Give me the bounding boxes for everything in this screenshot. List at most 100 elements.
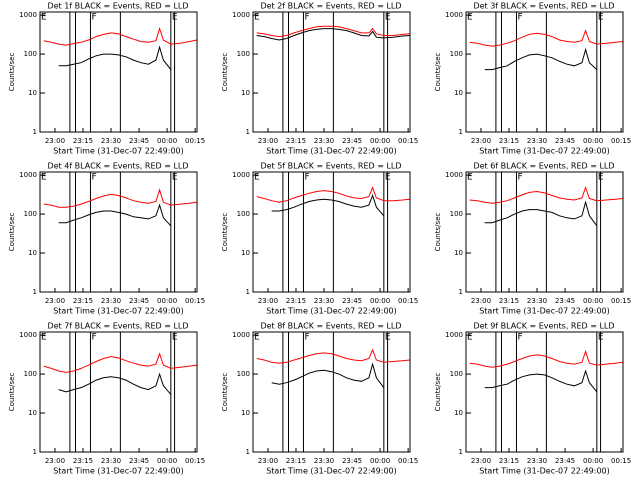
event-label: E: [254, 333, 260, 343]
x-tick-label: 00:15: [185, 457, 205, 465]
event-label: F: [517, 333, 522, 343]
x-tick-label: 23:15: [286, 297, 306, 305]
plot-frame: [252, 331, 411, 453]
x-tick-label: 00:15: [611, 297, 631, 305]
x-tick-label: 23:45: [129, 457, 149, 465]
y-tick-label: 100: [24, 370, 37, 378]
y-axis-label: Counts/sec: [434, 373, 442, 412]
event-label: E: [598, 173, 604, 183]
x-tick-label: 23:15: [499, 297, 519, 305]
x-tick-label: 23:00: [45, 457, 65, 465]
series-line: [484, 369, 598, 393]
plot-frame: [39, 11, 198, 133]
event-label: E: [254, 173, 260, 183]
y-tick-label: 10: [241, 249, 250, 257]
y-tick-label: 10: [454, 409, 463, 417]
x-tick-label: 23:45: [555, 137, 575, 145]
x-tick-label: 00:15: [398, 137, 418, 145]
x-axis-label: Start Time (31-Dec-07 22:49:00): [266, 307, 397, 316]
x-tick-label: 23:15: [73, 297, 93, 305]
plot-frame: [39, 171, 198, 293]
y-tick-label: 1: [459, 448, 463, 456]
plot-frame: [465, 331, 624, 453]
series-line: [43, 26, 198, 46]
chart-title: Det 5f BLACK = Events, RED = LLD: [260, 162, 401, 171]
x-axis-label: Start Time (31-Dec-07 22:49:00): [266, 147, 397, 156]
x-axis-label: Start Time (31-Dec-07 22:49:00): [53, 307, 184, 316]
y-tick-label: 100: [24, 210, 37, 218]
series-line: [469, 349, 624, 368]
event-label: E: [172, 13, 178, 23]
x-tick-label: 00:00: [157, 457, 177, 465]
series-line: [484, 200, 598, 227]
x-tick-label: 23:45: [342, 297, 362, 305]
chart-title: Det 6f BLACK = Events, RED = LLD: [473, 162, 614, 171]
series-line: [43, 352, 198, 373]
event-label: F: [304, 333, 309, 343]
y-tick-label: 100: [450, 370, 463, 378]
x-tick-label: 00:15: [185, 297, 205, 305]
series-line: [256, 348, 411, 364]
event-label: E: [467, 333, 473, 343]
x-tick-label: 23:30: [101, 457, 121, 465]
event-label: E: [385, 173, 391, 183]
y-tick-label: 1000: [445, 11, 463, 19]
chart-title: Det 8f BLACK = Events, RED = LLD: [260, 322, 401, 331]
x-tick-label: 23:45: [555, 457, 575, 465]
x-tick-label: 23:00: [45, 137, 65, 145]
event-label: E: [172, 173, 178, 183]
y-tick-label: 100: [24, 50, 37, 58]
plot-frame: [252, 171, 411, 293]
x-tick-label: 23:15: [499, 137, 519, 145]
event-label: E: [254, 13, 260, 23]
x-tick-label: 23:30: [527, 457, 547, 465]
x-tick-label: 23:00: [258, 457, 278, 465]
y-tick-label: 1: [246, 448, 250, 456]
x-tick-label: 00:00: [370, 297, 390, 305]
event-label: F: [91, 13, 96, 23]
y-tick-label: 100: [237, 210, 250, 218]
x-tick-label: 00:00: [370, 457, 390, 465]
event-label: E: [41, 173, 47, 183]
x-tick-label: 00:15: [611, 457, 631, 465]
y-axis-label: Counts/sec: [221, 373, 229, 412]
x-tick-label: 23:45: [342, 457, 362, 465]
chart-title: Det 3f BLACK = Events, RED = LLD: [473, 2, 614, 11]
y-axis-label: Counts/sec: [8, 53, 16, 92]
x-tick-label: 23:30: [314, 137, 334, 145]
x-tick-label: 23:00: [471, 137, 491, 145]
y-tick-label: 100: [450, 50, 463, 58]
plot-frame: [252, 11, 411, 133]
y-tick-label: 10: [28, 249, 37, 257]
y-axis-label: Counts/sec: [221, 213, 229, 252]
x-tick-label: 23:30: [527, 297, 547, 305]
y-tick-label: 10: [241, 89, 250, 97]
x-tick-label: 00:15: [398, 457, 418, 465]
y-tick-label: 1000: [232, 11, 250, 19]
x-tick-label: 00:15: [611, 137, 631, 145]
y-tick-label: 1000: [232, 171, 250, 179]
series-line: [58, 45, 172, 70]
x-tick-label: 23:30: [527, 137, 547, 145]
y-tick-label: 1000: [232, 331, 250, 339]
y-tick-label: 1: [246, 288, 250, 296]
series-line: [58, 203, 172, 227]
x-axis-label: Start Time (31-Dec-07 22:49:00): [479, 147, 610, 156]
x-tick-label: 23:30: [314, 297, 334, 305]
x-axis-label: Start Time (31-Dec-07 22:49:00): [53, 147, 184, 156]
x-tick-label: 23:45: [129, 297, 149, 305]
x-tick-label: 00:00: [370, 137, 390, 145]
y-tick-label: 1: [246, 128, 250, 136]
event-label: F: [91, 333, 96, 343]
y-tick-label: 10: [241, 409, 250, 417]
x-tick-label: 23:30: [101, 137, 121, 145]
x-tick-label: 00:15: [398, 297, 418, 305]
event-label: E: [598, 333, 604, 343]
y-tick-label: 1: [459, 128, 463, 136]
x-tick-label: 23:30: [314, 457, 334, 465]
x-tick-label: 23:45: [342, 137, 362, 145]
y-tick-label: 100: [237, 50, 250, 58]
x-tick-label: 23:00: [471, 297, 491, 305]
y-axis-label: Counts/sec: [221, 53, 229, 92]
